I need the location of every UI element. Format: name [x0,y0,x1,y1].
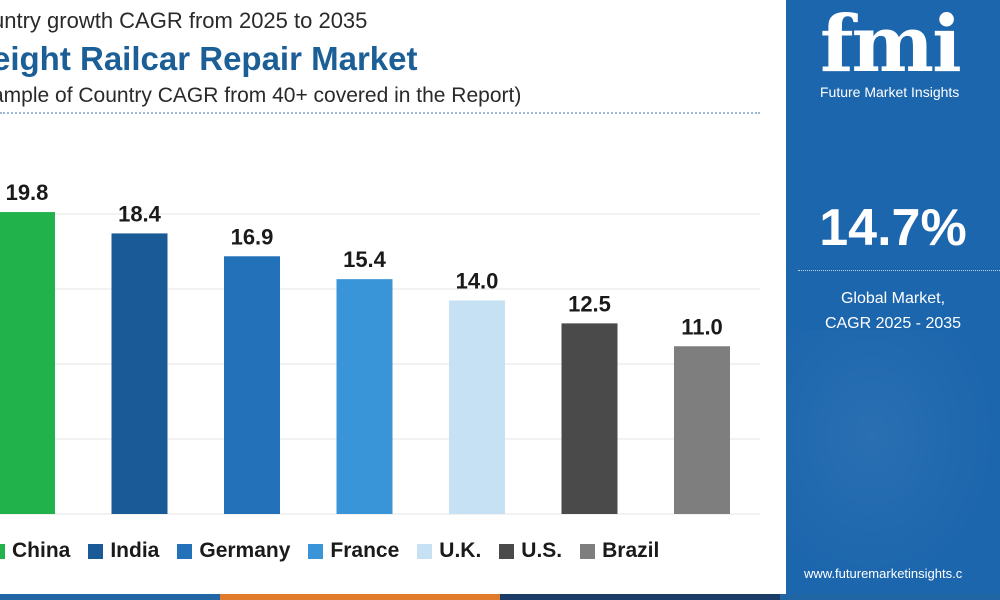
global-cagr-label: Global Market, CAGR 2025 - 2035 [786,286,1000,336]
bottom-color-strip [0,594,1000,600]
bar-value-label: 12.5 [568,291,611,316]
global-cagr-label-line2: CAGR 2025 - 2035 [824,315,962,332]
legend-label: U.K. [439,539,482,562]
global-cagr-value: 14.7% [819,199,967,257]
legend-item: U.S. [499,539,562,563]
legend-item: China [0,539,70,563]
bar-us [561,323,618,514]
legend-swatch [499,543,515,559]
legend-swatch [308,543,324,559]
bar-china [0,212,55,515]
legend-item: Brazil [580,539,659,563]
bar-value-label: 14.0 [456,269,499,294]
global-cagr-label-line1: Global Market, [840,290,946,307]
bar-value-label: 15.4 [343,247,387,272]
fmi-logo-name: Future Market Insights [820,84,960,100]
chart-title: eight Railcar Repair Market [0,40,418,77]
website-url: www.futuremarketinsights.c [804,566,963,581]
bar-value-label: 18.4 [118,201,162,226]
legend-label: U.S. [521,539,563,562]
bar-chart: 19.8 18.4 16.9 15.4 14.0 12.5 11.0 [0,180,760,515]
legend-label: France [330,539,400,562]
bar-value-labels: 19.8 18.4 16.9 15.4 14.0 12.5 11.0 [6,180,723,339]
bar-uk [449,300,505,514]
legend-label: India [110,539,160,562]
legend-swatch [580,543,596,559]
legend-item: France [308,539,399,563]
legend-label: Germany [199,539,291,562]
bar-value-label: 16.9 [231,224,274,249]
legend-swatch [88,543,104,559]
legend-swatch [417,543,433,559]
legend-swatch [0,543,5,559]
legend-item: India [88,539,159,563]
chart-legend: China India Germany France U.K. U.S. Brazil [0,538,760,564]
bar-value-label: 19.8 [6,180,49,205]
bar-value-label: 11.0 [681,314,723,339]
bar-germany [224,256,280,514]
cagr-sidebar: fmi Future Market Insights 14.7% Global … [786,0,1000,594]
legend-swatch [177,543,193,559]
bar-india [111,233,168,514]
legend-label: Brazil [602,539,660,562]
sidebar-divider [798,270,1000,271]
legend-item: U.K. [417,539,481,563]
chart-subtitle: untry growth CAGR from 2025 to 2035 [0,8,368,33]
bar-brazil [674,346,730,514]
legend-label: China [12,539,71,562]
chart-note: ample of Country CAGR from 40+ covered i… [0,84,522,107]
fmi-logo: fmi [820,0,962,90]
legend-item: Germany [177,539,290,563]
bar-france [336,279,393,514]
header-divider [0,112,760,114]
bars [0,212,730,515]
